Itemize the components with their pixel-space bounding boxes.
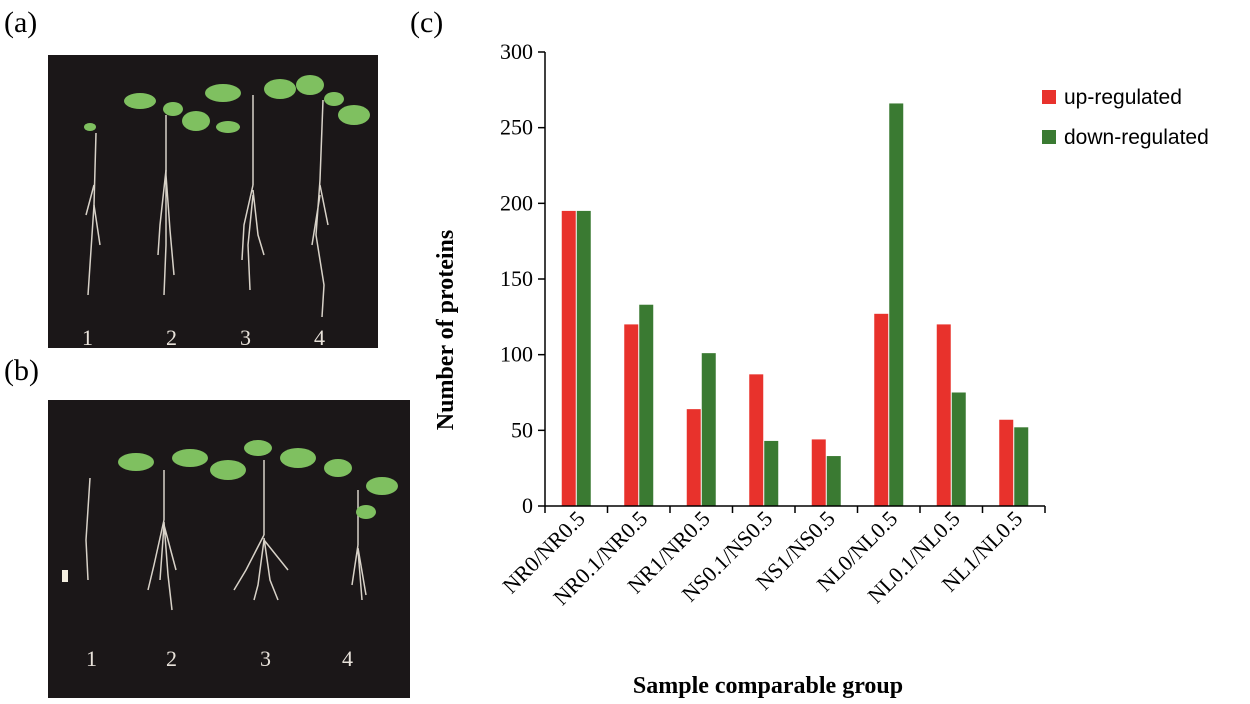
bar-up-3 xyxy=(749,374,764,506)
bar-up-1 xyxy=(624,324,639,506)
y-tick-label-3: 150 xyxy=(500,266,533,291)
y-tick-label-1: 50 xyxy=(511,417,533,442)
legend-swatch-up xyxy=(1042,90,1056,104)
bar-down-3 xyxy=(764,440,779,506)
bar-up-6 xyxy=(936,324,951,506)
y-tick-label-2: 100 xyxy=(500,342,533,367)
plant-number-a-2: 2 xyxy=(166,325,177,348)
y-tick-label-0: 0 xyxy=(522,493,533,518)
bar-down-7 xyxy=(1014,427,1029,506)
legend-label-down: down-regulated xyxy=(1064,126,1209,149)
legend-swatch-down xyxy=(1042,130,1056,144)
y-tick-label-5: 250 xyxy=(500,115,533,140)
bars-layer xyxy=(561,103,1029,506)
seedling-illustration-b: 1 2 3 4 xyxy=(62,440,398,671)
bar-up-0 xyxy=(561,210,576,506)
x-axis-title: Sample comparable group xyxy=(633,673,903,699)
plant-number-b-2: 2 xyxy=(166,646,177,671)
bar-up-5 xyxy=(874,313,889,506)
bar-down-0 xyxy=(576,210,591,506)
legend: up-regulated down-regulated xyxy=(1042,86,1209,149)
bar-down-1 xyxy=(639,304,654,506)
panel-a-label: (a) xyxy=(4,6,38,39)
plant-number-a-3: 3 xyxy=(240,325,251,348)
bar-down-2 xyxy=(701,353,716,506)
seedling-photo-b: 1 2 3 4 xyxy=(48,400,410,698)
bar-down-5 xyxy=(889,103,904,506)
bar-up-2 xyxy=(686,409,701,506)
y-axis-title: Number of proteins xyxy=(433,230,459,430)
bar-down-4 xyxy=(826,456,841,506)
panel-c-label: (c) xyxy=(410,6,444,39)
legend-label-up: up-regulated xyxy=(1064,86,1182,109)
plant-number-b-4: 4 xyxy=(342,646,353,671)
panel-b-label: (b) xyxy=(4,354,39,387)
seedling-illustration-a: 1 2 3 4 xyxy=(82,75,370,348)
plant-number-a-4: 4 xyxy=(314,325,325,348)
bar-down-6 xyxy=(951,392,966,506)
plant-number-b-3: 3 xyxy=(260,646,271,671)
bar-up-7 xyxy=(999,419,1014,506)
bar-up-4 xyxy=(811,439,826,506)
y-tick-label-6: 300 xyxy=(500,39,533,64)
y-tick-label-4: 200 xyxy=(500,190,533,215)
plant-number-b-1: 1 xyxy=(86,646,97,671)
seedling-photo-a: 1 2 3 4 xyxy=(48,55,378,348)
plant-number-a-1: 1 xyxy=(82,325,93,348)
